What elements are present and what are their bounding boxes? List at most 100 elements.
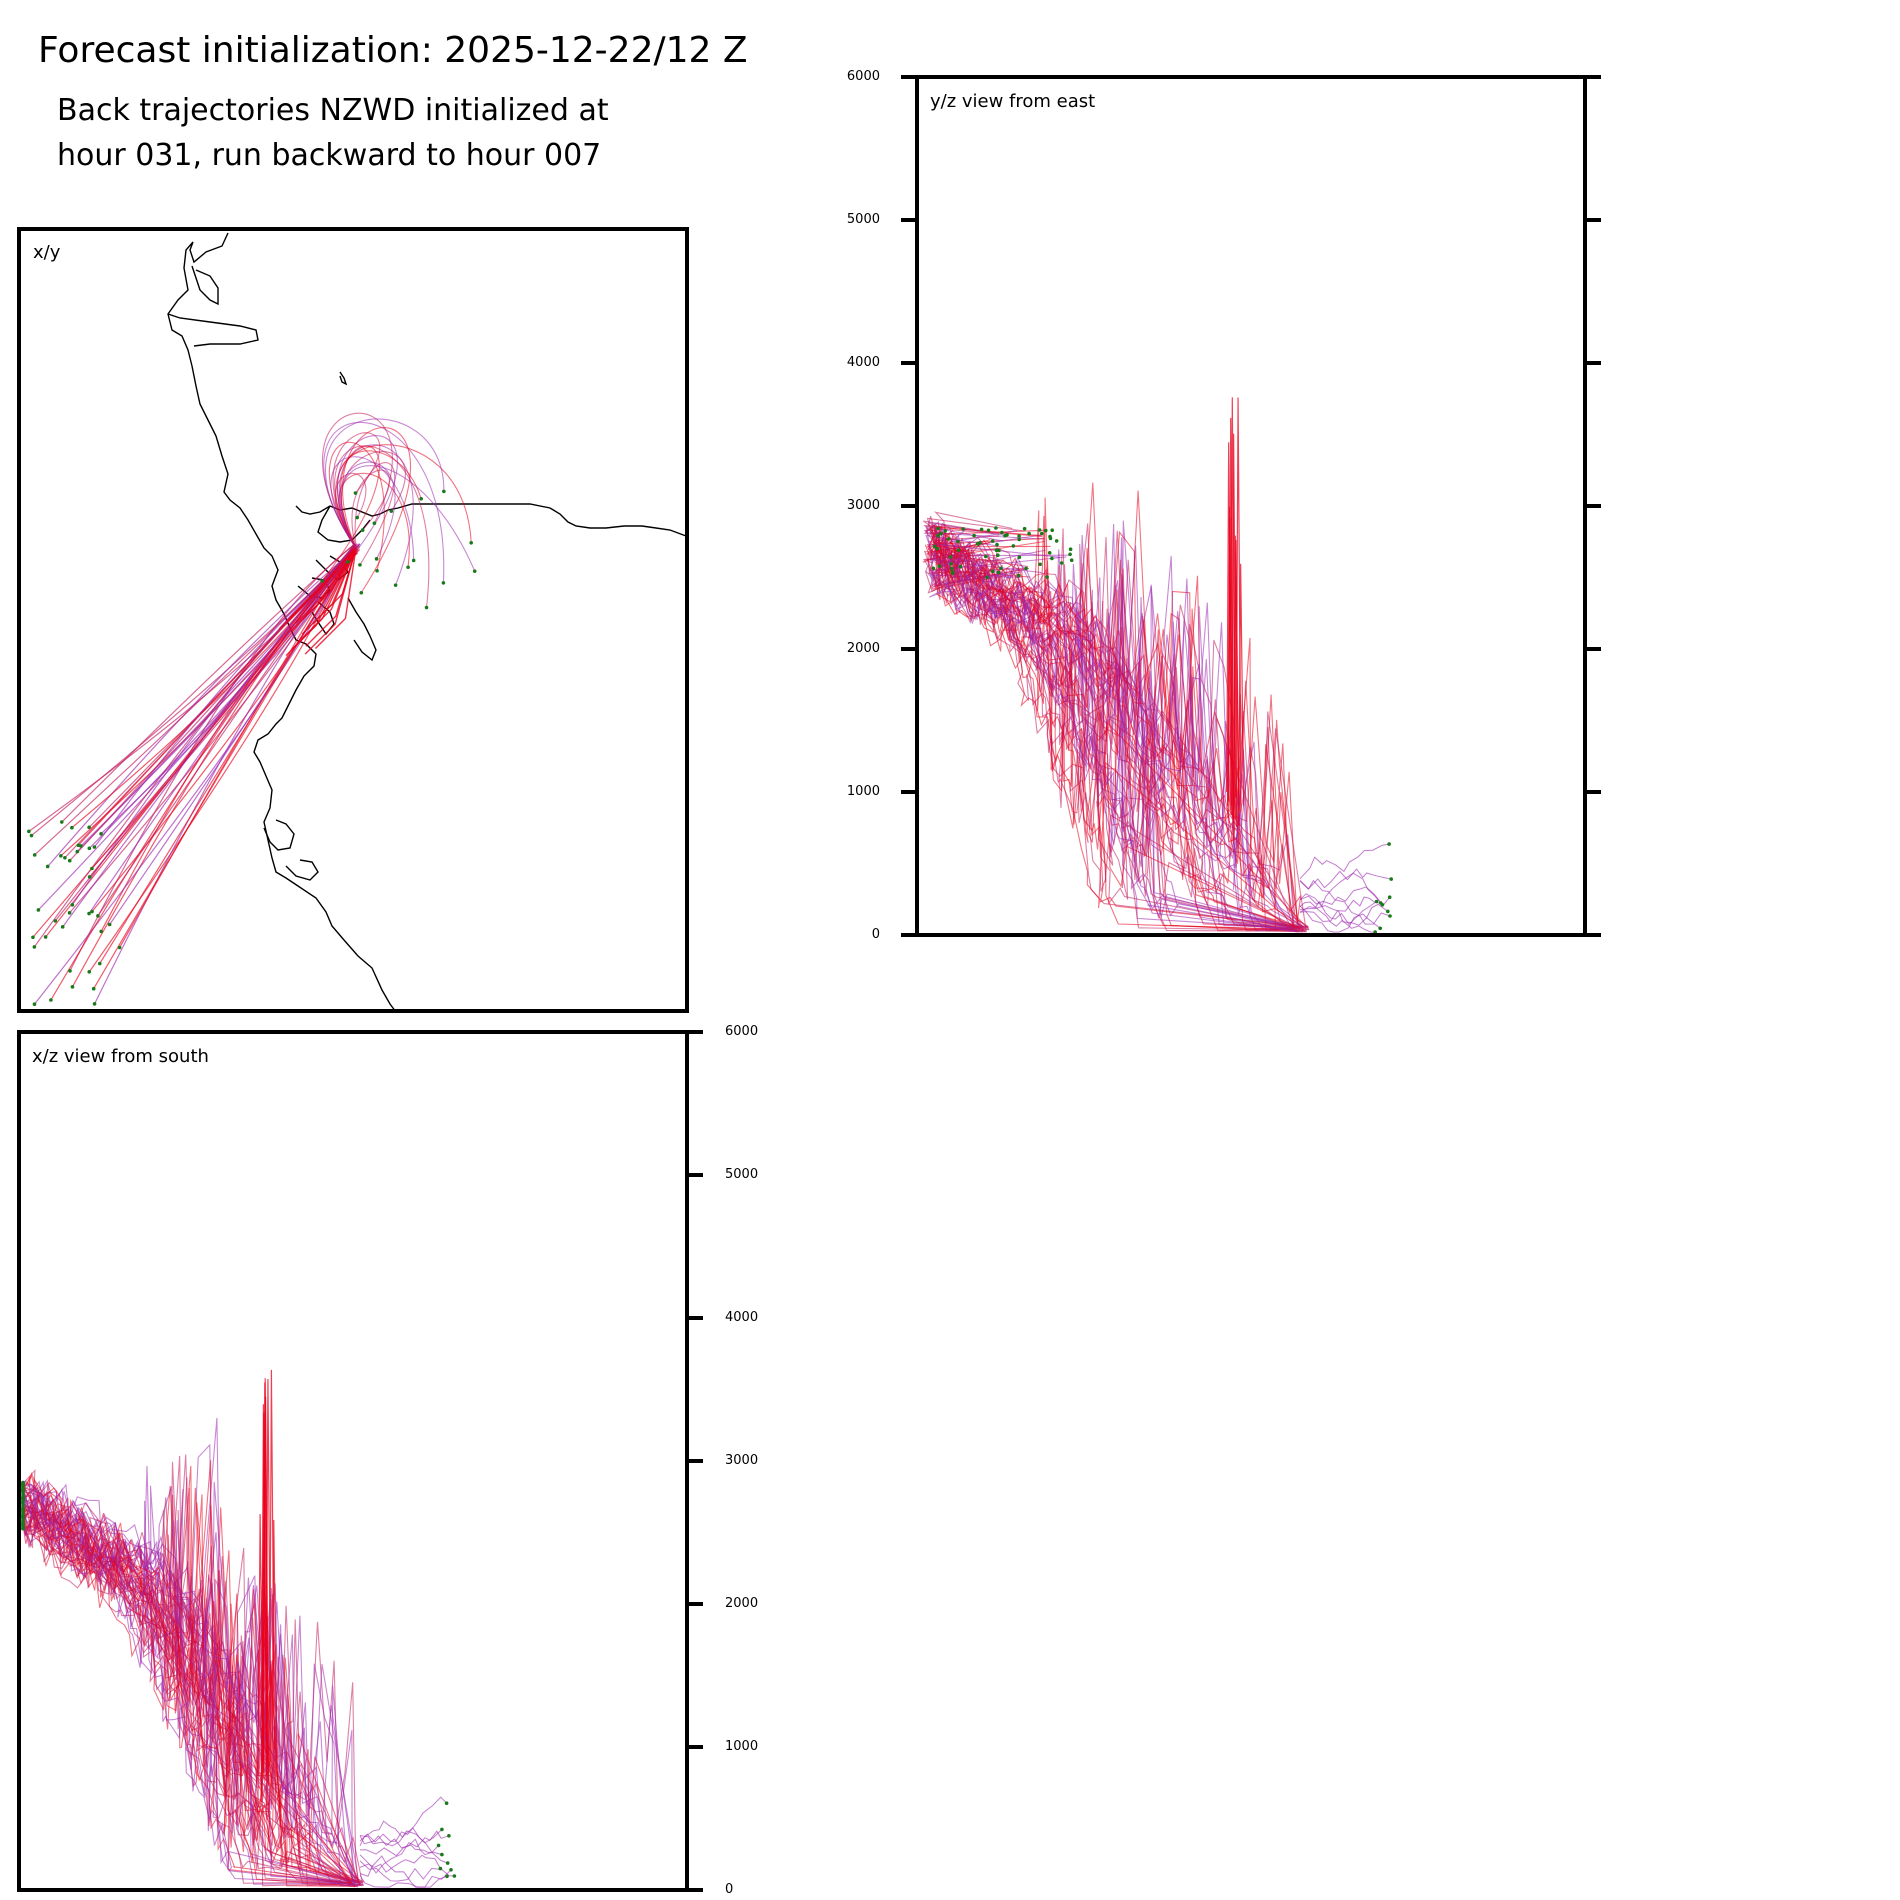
endpoint-marker (1387, 895, 1392, 899)
endpoint-marker (21, 1520, 25, 1524)
trajectory-line (100, 549, 359, 932)
trajectory-line (1299, 896, 1381, 923)
trajectory-line (22, 1491, 360, 1884)
trajectory-line (295, 547, 357, 624)
trajectory-line (1299, 872, 1383, 908)
xy-frame (17, 227, 689, 1013)
z-tick-label: 1000 (846, 784, 880, 799)
z-tick-label: 0 (725, 1882, 734, 1897)
endpoint-marker (1024, 566, 1028, 571)
z-tick-label: 1000 (725, 1739, 759, 1754)
trajectory-line (321, 445, 380, 582)
trajectory-line (1299, 868, 1392, 890)
endpoint-marker (936, 526, 940, 531)
endpoint-marker (469, 540, 473, 545)
endpoint-marker (346, 560, 350, 564)
endpoint-marker (36, 908, 41, 912)
endpoint-marker (1068, 547, 1073, 551)
xy-panel (17, 227, 689, 1013)
xz-trajectories (21, 1369, 457, 1888)
endpoint-marker (438, 1866, 443, 1871)
endpoint-marker (53, 919, 58, 923)
endpoint-marker (99, 929, 103, 934)
endpoint-marker (972, 533, 976, 538)
endpoint-marker (990, 569, 995, 574)
endpoint-marker (21, 1492, 25, 1497)
trajectory-line (335, 444, 472, 549)
xy-panel-label: x/y (33, 242, 61, 263)
trajectory-line (929, 572, 1304, 929)
endpoint-marker (1017, 534, 1021, 538)
z-tick-label: 4000 (725, 1310, 759, 1325)
trajectory-line (60, 542, 355, 857)
endpoint-marker (1027, 531, 1031, 536)
endpoint-marker (939, 531, 943, 536)
endpoint-marker (75, 849, 80, 854)
trajectory-line (31, 544, 356, 836)
page-subtitle: Back trajectories NZWD initialized at ho… (57, 88, 609, 178)
endpoint-marker (440, 1827, 444, 1832)
endpoint-marker (995, 542, 999, 547)
endpoint-marker (985, 575, 989, 580)
endpoint-marker (943, 529, 947, 533)
trajectory-line (342, 427, 411, 594)
endpoint-marker (1040, 531, 1044, 536)
endpoint-marker (67, 858, 72, 863)
subtitle-line-1: Back trajectories NZWD initialized at (57, 93, 609, 128)
endpoint-marker (1054, 539, 1059, 543)
endpoint-marker (1005, 533, 1009, 537)
endpoint-marker (452, 1874, 457, 1878)
endpoint-marker (87, 846, 92, 851)
trajectory-line (22, 1523, 362, 1886)
trajectory-line (931, 497, 1307, 933)
endpoint-marker (1380, 903, 1385, 907)
endpoint-marker (1043, 528, 1048, 533)
endpoint-marker (997, 548, 1001, 553)
endpoint-marker (1022, 526, 1027, 531)
trajectory-spike (1231, 433, 1238, 828)
trajectory-line (359, 1796, 447, 1843)
coastline-segment (317, 505, 371, 543)
z-tick-label: 5000 (725, 1167, 759, 1182)
endpoint-marker (21, 1480, 25, 1485)
trajectory-line (359, 1838, 439, 1857)
endpoint-marker (90, 866, 94, 871)
endpoint-marker (1059, 561, 1064, 565)
endpoint-marker (29, 833, 34, 838)
z-tick-label: 3000 (846, 498, 880, 513)
endpoint-marker (87, 875, 92, 879)
endpoint-marker (49, 998, 53, 1002)
endpoint-marker (950, 566, 954, 571)
endpoint-marker (990, 539, 995, 543)
trajectory-line (22, 1512, 356, 1884)
endpoint-marker (986, 528, 991, 533)
endpoint-marker (419, 496, 423, 501)
xz-ticks (687, 1030, 703, 1892)
endpoint-marker (984, 554, 988, 559)
trajectory-line (339, 461, 396, 560)
endpoint-marker (70, 985, 75, 989)
endpoint-marker (355, 515, 360, 520)
z-tick-label: 3000 (725, 1453, 759, 1468)
endpoint-marker (996, 570, 1001, 575)
endpoint-marker (961, 527, 965, 531)
endpoint-marker (1038, 562, 1042, 567)
endpoint-marker (97, 961, 102, 966)
endpoint-marker (956, 548, 961, 552)
endpoint-marker (445, 1874, 449, 1879)
endpoint-marker (1378, 926, 1382, 931)
yz-ticks (901, 75, 1601, 937)
endpoint-marker (445, 1861, 450, 1865)
endpoint-marker (393, 583, 398, 587)
endpoint-marker (424, 605, 429, 610)
endpoint-marker (92, 1002, 97, 1006)
xz-frame (17, 1030, 689, 1892)
trajectory-line (1299, 843, 1390, 880)
endpoint-marker (937, 564, 942, 568)
trajectory-line (22, 1490, 359, 1885)
endpoint-marker (67, 911, 72, 915)
trajectory-line (34, 549, 355, 1005)
coastline-segment (263, 819, 295, 851)
endpoint-marker (21, 1526, 25, 1531)
